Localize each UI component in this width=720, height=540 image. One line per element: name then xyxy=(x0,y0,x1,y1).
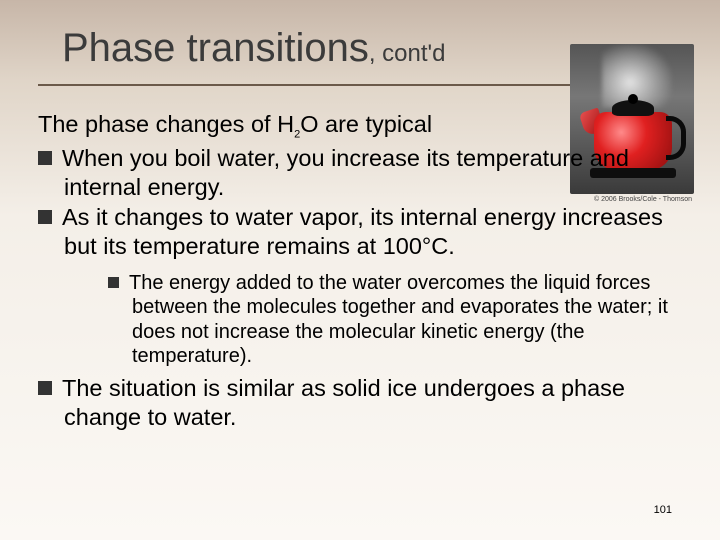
kettle-knob xyxy=(628,94,638,104)
slide-title-suffix: , cont'd xyxy=(369,40,446,67)
square-bullet-icon xyxy=(38,151,52,165)
sub-bullet-text: The energy added to the water overcomes … xyxy=(129,272,668,367)
bullet-level1: When you boil water, you increase its te… xyxy=(38,144,668,201)
square-bullet-icon xyxy=(38,210,52,224)
kettle-handle xyxy=(666,116,686,160)
intro-text-after: O are typical xyxy=(300,111,432,137)
square-bullet-icon xyxy=(108,277,119,288)
bullet-text: As it changes to water vapor, its intern… xyxy=(62,204,663,259)
bullet-level1: The situation is similar as solid ice un… xyxy=(38,374,668,431)
bullet-text: When you boil water, you increase its te… xyxy=(62,145,629,200)
bullet-level2: The energy added to the water overcomes … xyxy=(108,271,668,369)
slide-title: Phase transitions xyxy=(62,26,369,70)
sub-bullet-block: The energy added to the water overcomes … xyxy=(38,263,668,375)
intro-line: The phase changes of H2O are typical xyxy=(38,110,668,142)
intro-text-before: The phase changes of H xyxy=(38,111,294,137)
bullet-level1: As it changes to water vapor, its intern… xyxy=(38,203,668,260)
bullet-text: The situation is similar as solid ice un… xyxy=(62,375,625,430)
page-number: 101 xyxy=(654,504,672,516)
square-bullet-icon xyxy=(38,381,52,395)
slide-body: The phase changes of H2O are typical Whe… xyxy=(38,110,668,434)
